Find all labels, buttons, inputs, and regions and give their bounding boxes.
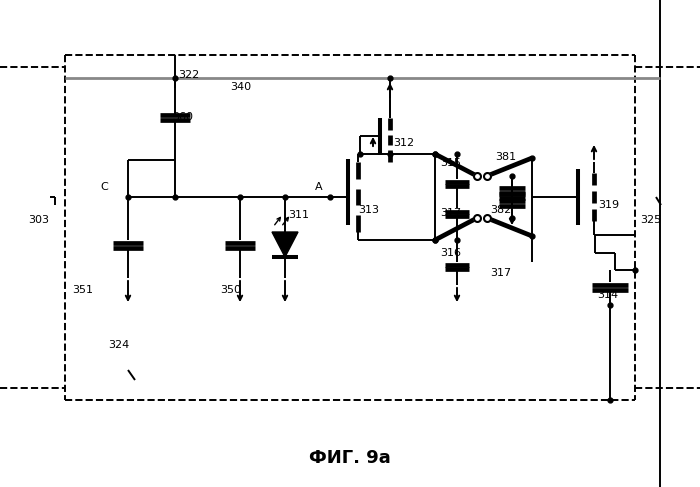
- Text: 382: 382: [490, 205, 511, 215]
- Text: ФИГ. 9а: ФИГ. 9а: [309, 449, 391, 467]
- Text: 313: 313: [358, 205, 379, 215]
- Text: 340: 340: [230, 82, 251, 92]
- Text: 316: 316: [440, 248, 461, 258]
- Text: 311: 311: [288, 210, 309, 220]
- Text: 351: 351: [72, 285, 93, 295]
- Text: 360: 360: [172, 112, 193, 122]
- Text: 314: 314: [597, 290, 618, 300]
- Text: 317: 317: [440, 208, 461, 218]
- Polygon shape: [272, 232, 298, 257]
- Text: 312: 312: [393, 138, 414, 148]
- Text: 319: 319: [598, 200, 619, 210]
- Text: 317: 317: [490, 268, 511, 278]
- Text: 315: 315: [440, 158, 461, 168]
- Text: 303: 303: [28, 215, 49, 225]
- Text: 381: 381: [495, 152, 516, 162]
- Text: 324: 324: [108, 340, 130, 350]
- Text: C: C: [100, 182, 108, 192]
- Text: 350: 350: [220, 285, 241, 295]
- Text: 325: 325: [640, 215, 661, 225]
- Text: A: A: [315, 182, 323, 192]
- Text: 322: 322: [178, 70, 200, 80]
